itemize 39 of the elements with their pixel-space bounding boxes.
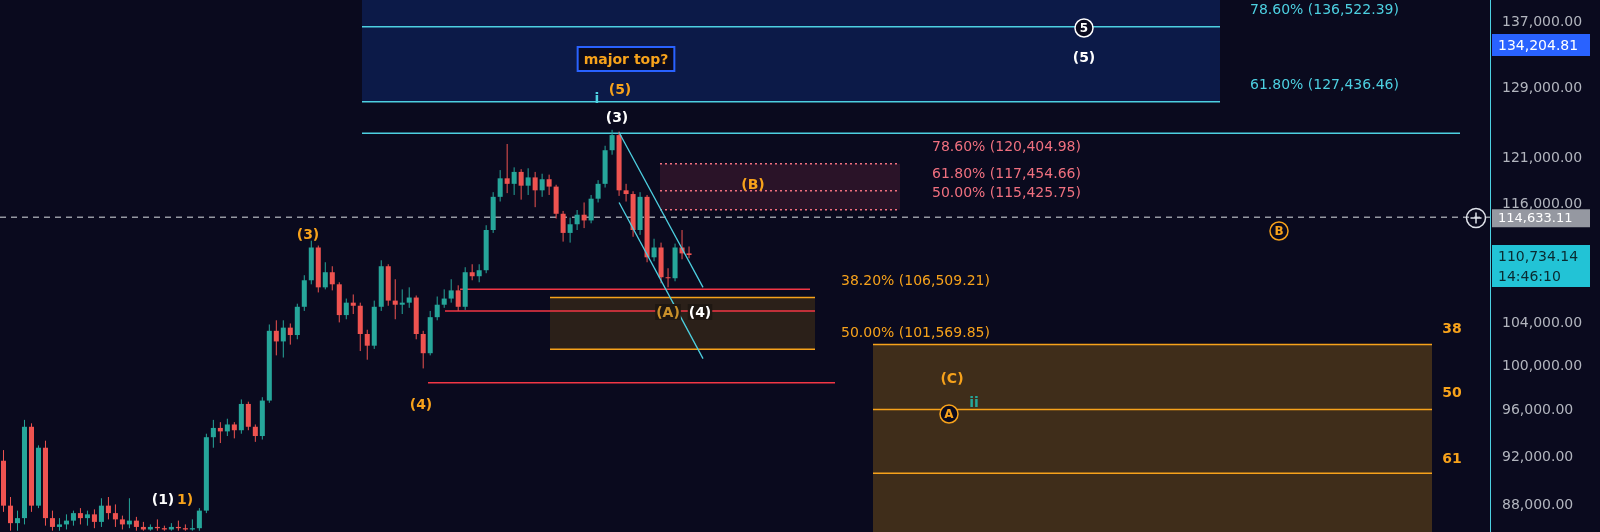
y-tick-label: 100,000.00	[1502, 356, 1583, 373]
y-tick-label: 137,000.00	[1502, 13, 1583, 30]
annotation: 1)	[176, 490, 194, 507]
text: 134,204.81	[1498, 36, 1579, 53]
y-tick-label: 92,000.00	[1502, 447, 1574, 464]
y-tick-label: 96,000.00	[1502, 401, 1574, 418]
ref-line-label: 78.60% (120,404.98)	[932, 138, 1081, 155]
y-tick-label: 116,000.00	[1502, 194, 1583, 211]
annotation: 38	[1442, 319, 1462, 336]
annotation: (3)	[605, 108, 629, 125]
annotation: (5)	[608, 80, 632, 97]
ref-line-label: 61.80% (127,436.46)	[1250, 76, 1399, 93]
ref-line-label: 114,633.11	[1498, 209, 1573, 225]
annotation: A	[944, 407, 955, 422]
annotation: (B)	[741, 175, 765, 192]
text: 14:46:10	[1498, 267, 1561, 284]
annotation: (1)	[151, 490, 175, 507]
y-tick-label: 88,000.00	[1502, 496, 1574, 513]
ref-line-label: 38.20% (106,509.21)	[841, 272, 990, 289]
ref-line-label: 78.60% (136,522.39)	[1250, 1, 1399, 18]
annotation: (3)	[296, 225, 320, 242]
annotation: ii	[969, 393, 979, 410]
y-tick-label: 104,000.00	[1502, 314, 1583, 331]
annotation: 5	[1079, 21, 1089, 36]
ref-line-label: 50.00% (101,569.85)	[841, 323, 990, 340]
y-tick-label: 129,000.00	[1502, 79, 1583, 96]
annotation: 61	[1442, 449, 1462, 466]
y-tick-label: 121,000.00	[1502, 148, 1583, 165]
annotation: (4)	[409, 395, 433, 412]
annotation: (5)	[1072, 48, 1096, 65]
annotation: (C)	[940, 369, 964, 386]
ref-line-label: 61.80% (117,454.66)	[932, 165, 1081, 182]
annotation: major top?	[583, 50, 669, 67]
ref-line-label: 50.00% (115,425.75)	[932, 184, 1081, 201]
annotation: (A)	[656, 303, 680, 320]
annotation: 50	[1442, 383, 1462, 400]
annotation: B	[1274, 224, 1284, 239]
annotation: (4)	[688, 303, 712, 320]
text: 110,734.14	[1498, 247, 1579, 264]
